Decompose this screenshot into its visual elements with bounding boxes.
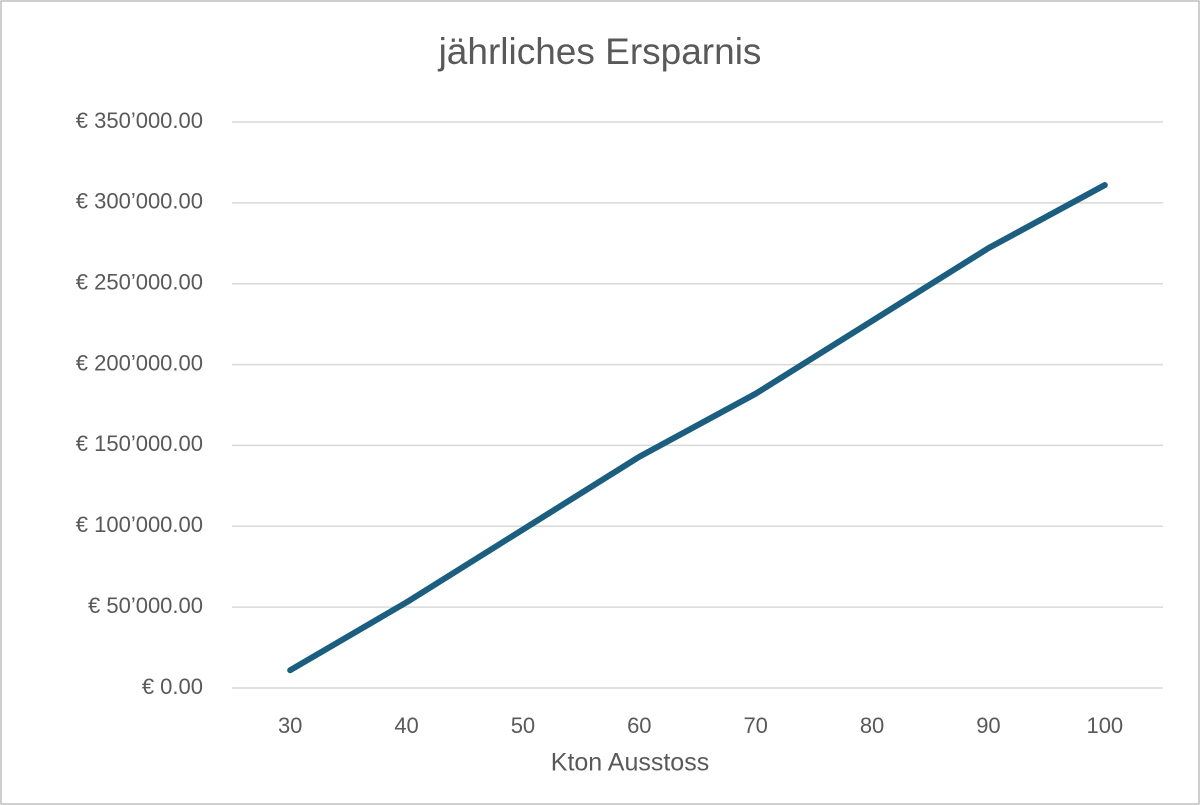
x-tick-label: 70 xyxy=(743,713,767,738)
chart-title: jährliches Ersparnis xyxy=(438,31,762,72)
y-tick-label: € 0.00 xyxy=(142,674,203,699)
x-tick-label: 90 xyxy=(976,713,1000,738)
x-axis-label: Kton Ausstoss xyxy=(551,749,709,777)
x-tick-label: 50 xyxy=(511,713,535,738)
data-line xyxy=(287,182,1108,674)
y-tick-label: € 200’000.00 xyxy=(76,350,203,375)
y-tick-label: € 350’000.00 xyxy=(76,108,203,133)
x-tick-label: 30 xyxy=(278,713,302,738)
x-tick-label: 60 xyxy=(627,713,651,738)
x-tick-label: 100 xyxy=(1086,713,1123,738)
y-tick-label: € 250’000.00 xyxy=(76,270,203,295)
y-tick-label: € 50’000.00 xyxy=(88,593,203,618)
x-tick-label: 40 xyxy=(394,713,418,738)
y-tick-label: € 100’000.00 xyxy=(76,512,203,537)
y-tick-label: € 150’000.00 xyxy=(76,431,203,456)
y-tick-label: € 300’000.00 xyxy=(76,189,203,214)
x-tick-label: 80 xyxy=(860,713,884,738)
